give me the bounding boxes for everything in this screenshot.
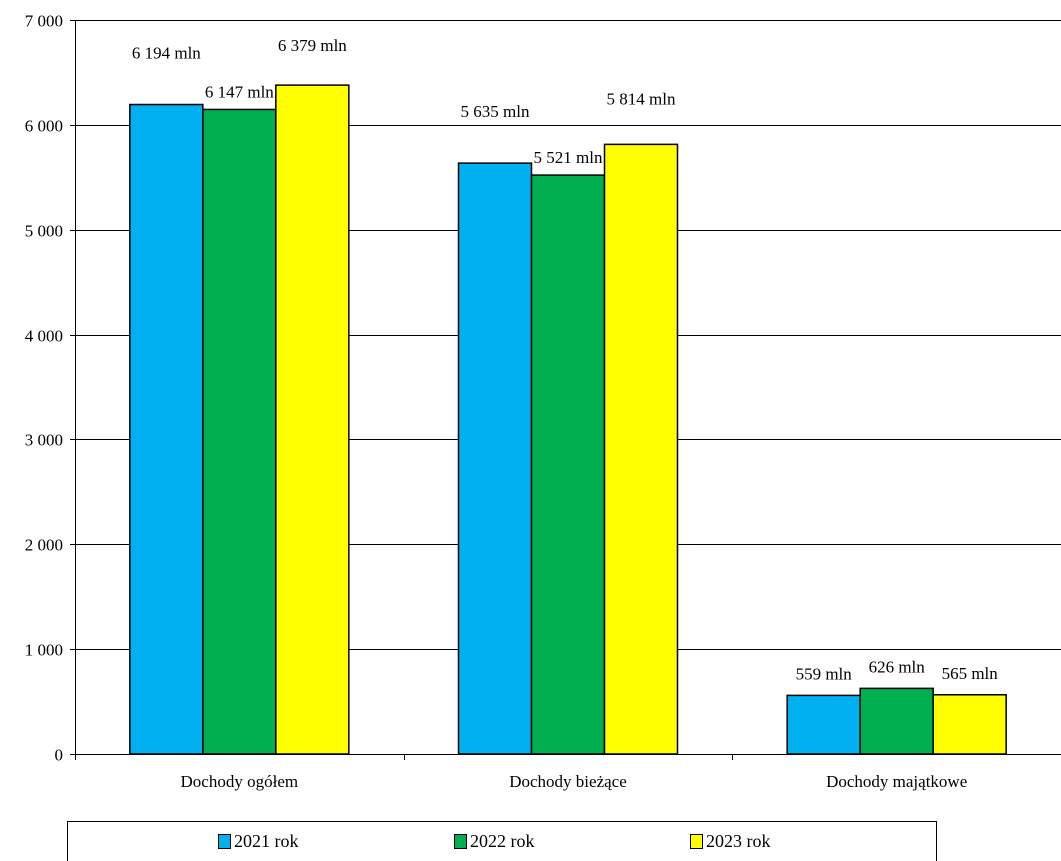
x-tick-label: Dochody majątkowe (826, 772, 967, 791)
y-tick-label: 6 000 (25, 117, 63, 136)
bar (530, 174, 606, 755)
data-label: 559 mln (796, 664, 853, 683)
bar (603, 143, 679, 755)
legend-label-2021: 2021 rok (234, 831, 299, 851)
x-axis: Dochody ogółem Dochody bieżące Dochody maj… (75, 754, 1061, 791)
data-label: 565 mln (942, 664, 999, 683)
data-label: 5 814 mln (607, 89, 676, 108)
y-tick-label: 1 000 (25, 641, 63, 660)
bar (932, 694, 1007, 755)
bar (457, 162, 533, 755)
y-tick-label: 4 000 (25, 327, 63, 346)
legend: 2021 rok 2022 rok 2023 rok (67, 821, 937, 861)
y-tick-label: 5 000 (25, 222, 63, 241)
y-tick-label: 3 000 (25, 431, 63, 450)
bar (275, 84, 350, 755)
bars (129, 84, 1007, 755)
data-label: 5 635 mln (461, 102, 530, 121)
bar (202, 108, 277, 755)
legend-swatch-2023 (690, 834, 703, 849)
bar (129, 103, 204, 755)
data-label: 6 194 mln (132, 44, 201, 63)
x-tick-label: Dochody ogółem (181, 772, 299, 791)
data-label: 6 379 mln (278, 36, 347, 55)
y-tick-label: 7 000 (25, 12, 63, 31)
legend-label-2022: 2022 rok (470, 831, 535, 851)
data-label: 626 mln (869, 657, 926, 676)
x-tick-label: Dochody bieżące (509, 772, 627, 791)
bar-chart: 0 1 000 2 000 3 000 4 000 5 000 6 000 7 000 Doc… (25, 12, 1061, 791)
legend-swatch-2021 (218, 834, 231, 849)
y-tick-label: 0 (55, 746, 64, 765)
data-label: 5 521 mln (534, 148, 603, 167)
legend-item-2021: 2021 rok (218, 831, 299, 852)
legend-swatch-2022 (454, 834, 467, 849)
legend-item-2023: 2023 rok (690, 831, 771, 852)
y-axis: 0 1 000 2 000 3 000 4 000 5 000 6 000 7 000 (25, 12, 76, 765)
legend-label-2023: 2023 rok (706, 831, 771, 851)
data-label: 6 147 mln (205, 82, 274, 101)
y-tick-label: 2 000 (25, 536, 63, 555)
legend-item-2022: 2022 rok (454, 831, 535, 852)
bar (786, 694, 861, 755)
bar (859, 687, 934, 755)
